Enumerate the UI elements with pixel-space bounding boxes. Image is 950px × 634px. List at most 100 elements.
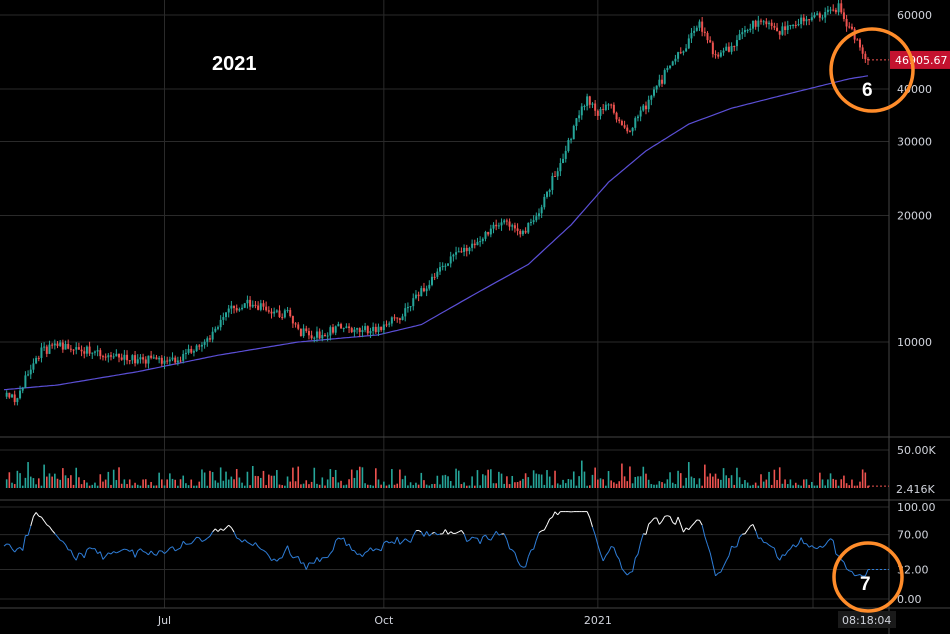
volume-bar <box>375 468 377 488</box>
rsi-segment <box>843 561 848 570</box>
volume-bar <box>824 485 827 488</box>
rsi-segment <box>506 539 511 550</box>
volume-bar <box>292 467 294 488</box>
volume-bar <box>738 477 741 488</box>
volume-bar <box>859 481 861 488</box>
candle-body <box>128 360 131 362</box>
rsi-segment <box>228 524 232 528</box>
volume-bar <box>391 469 393 488</box>
volume-bar <box>19 473 21 488</box>
candle-body <box>88 346 91 354</box>
candle-body <box>559 163 562 172</box>
rsi-segment <box>525 556 529 568</box>
candle-body <box>16 398 19 403</box>
rsi-segment <box>108 552 112 555</box>
candle-body <box>439 267 442 272</box>
candle-body <box>40 347 43 358</box>
candle-body <box>254 304 257 306</box>
volume-bar <box>321 477 324 488</box>
candle-body <box>754 20 757 27</box>
rsi-segment <box>177 547 181 550</box>
volume-bar <box>835 479 837 488</box>
rsi-segment <box>520 565 524 568</box>
rsi-segment <box>664 515 668 517</box>
candle-body <box>393 317 396 319</box>
rsi-segment <box>99 551 104 560</box>
candle-body <box>385 324 388 326</box>
volume-bar <box>273 475 275 488</box>
volume-bar <box>460 484 463 488</box>
volume-bar <box>754 482 757 488</box>
rsi-segment <box>354 550 358 555</box>
candle-body <box>671 61 674 66</box>
candle-body <box>356 328 359 330</box>
candle-body <box>334 326 337 333</box>
rsi-segment <box>129 549 133 552</box>
candle-body <box>636 116 639 119</box>
candle-body <box>604 104 607 110</box>
volume-bar <box>760 474 762 488</box>
candle-body <box>653 89 656 96</box>
candle-body <box>123 354 126 360</box>
volume-bar <box>254 475 257 488</box>
rsi-segment <box>851 571 856 577</box>
rsi-segment <box>824 540 829 546</box>
rsi-segment <box>814 547 818 550</box>
volume-bar <box>687 462 690 488</box>
rsi-segment <box>835 553 839 557</box>
volume-bar <box>811 481 813 488</box>
price-tick-label: 30000 <box>897 136 932 149</box>
rsi-segment <box>437 533 441 536</box>
volume-bar <box>506 476 508 488</box>
candle-body <box>834 9 837 13</box>
candle-body <box>805 19 808 22</box>
candle-body <box>644 105 647 110</box>
rsi-segment <box>787 548 791 552</box>
rsi-segment <box>704 536 708 545</box>
volume-bar <box>415 482 417 488</box>
volume-bar <box>639 476 642 488</box>
rsi-segment <box>728 546 733 557</box>
candle-body <box>770 22 773 26</box>
rsi-segment <box>758 537 762 540</box>
candle-body <box>369 331 372 334</box>
volume-bar <box>142 479 144 488</box>
candle-body <box>428 284 431 289</box>
candle-body <box>586 96 589 106</box>
candle-body <box>241 307 244 310</box>
candle-body <box>85 346 88 354</box>
volume-bar <box>80 484 83 488</box>
rsi-segment <box>503 533 508 540</box>
volume-bar <box>623 476 626 488</box>
candle-body <box>11 394 14 398</box>
volume-bar <box>171 478 174 488</box>
rsi-segment <box>613 547 618 556</box>
candle-body <box>262 303 265 307</box>
rsi-segment <box>73 556 77 561</box>
rsi-segment <box>471 536 475 539</box>
grid-lines <box>0 0 889 608</box>
rsi-segment <box>367 547 371 552</box>
volume-bar <box>602 479 604 488</box>
volume-bar <box>679 473 682 488</box>
candle-body <box>99 350 102 357</box>
volume-bar <box>701 485 703 488</box>
volume-bar <box>265 485 267 488</box>
volume-bar <box>663 483 666 488</box>
rsi-segment <box>790 544 794 550</box>
candle-body <box>762 21 765 23</box>
volume-bar <box>580 460 583 488</box>
rsi-segment <box>643 533 647 535</box>
rsi-segment <box>364 550 369 553</box>
rsi-segment <box>816 545 821 550</box>
volume-bar <box>326 479 329 488</box>
candle-body <box>144 359 147 364</box>
rsi-segment <box>426 531 430 537</box>
volume-bar <box>324 485 326 488</box>
volume-bar <box>599 478 602 488</box>
volume-bar <box>11 482 13 488</box>
rsi-segment <box>356 553 360 555</box>
volume-bar <box>409 482 412 488</box>
candle-body <box>452 254 455 257</box>
